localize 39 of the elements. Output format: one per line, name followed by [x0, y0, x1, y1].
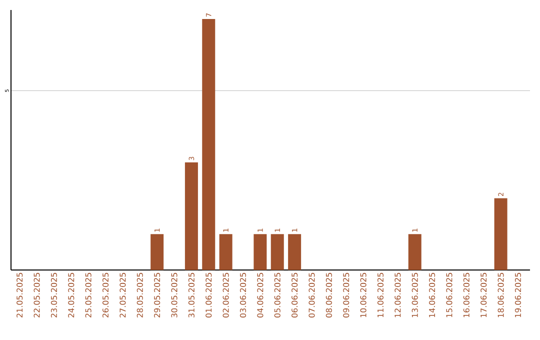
x-tick-label: 13.06.2025: [412, 272, 418, 318]
bar: [219, 234, 232, 270]
bar: [270, 234, 284, 270]
x-tick-label: 25.05.2025: [85, 272, 92, 318]
x-tick-label: 04.06.2025: [257, 272, 264, 318]
x-tick-label: 24.05.2025: [68, 272, 74, 318]
x-tick-label: 03.06.2025: [240, 272, 246, 318]
x-tick-label: 23.05.2025: [50, 272, 57, 318]
x-tick-label: 16.06.2025: [463, 272, 470, 318]
x-tick-label: 12.06.2025: [394, 272, 401, 318]
bar: [254, 234, 267, 270]
x-tick-label: 22.05.2025: [34, 272, 40, 318]
x-tick-label: 14.06.2025: [429, 272, 436, 318]
bar: [202, 18, 216, 270]
x-tick-label: 15.06.2025: [446, 272, 452, 318]
x-tick-label: 11.06.2025: [377, 272, 384, 318]
x-tick-label: 21.05.2025: [16, 272, 23, 318]
bar: [494, 198, 508, 270]
x-tick-label: 19.06.2025: [514, 272, 521, 318]
x-tick-label: 06.06.2025: [292, 272, 298, 318]
x-tick-label: 27.05.2025: [120, 272, 126, 318]
x-tick-label: 26.05.2025: [102, 272, 109, 318]
x-tick-label: 07.06.2025: [308, 272, 315, 318]
x-tick-label: 28.05.2025: [136, 272, 143, 318]
x-tick-label: 09.06.2025: [343, 272, 350, 318]
x-tick-label: 31.05.2025: [188, 272, 194, 318]
x-tick-label: 01.06.2025: [206, 272, 212, 318]
x-tick-label: 18.06.2025: [498, 272, 504, 318]
bar: [408, 234, 422, 270]
x-tick-label: 29.05.2025: [154, 272, 160, 318]
bar: [288, 234, 302, 270]
x-tick-label: 17.06.2025: [480, 272, 487, 318]
x-tick-label: 05.06.2025: [274, 272, 280, 318]
x-tick-label: 08.06.2025: [326, 272, 332, 318]
bar: [150, 234, 164, 270]
x-tick-label: 30.05.2025: [171, 272, 178, 318]
bar: [184, 162, 198, 270]
x-tick-label: 02.06.2025: [222, 272, 229, 318]
x-tick-label: 10.06.2025: [360, 272, 366, 318]
